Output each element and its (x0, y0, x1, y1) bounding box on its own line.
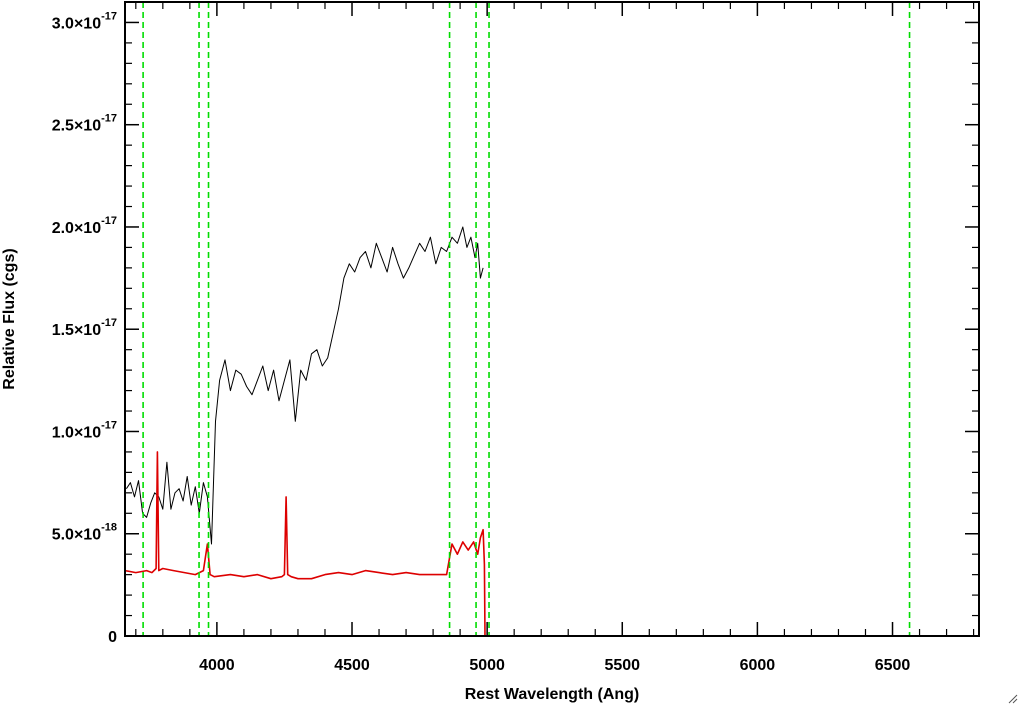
series-line-2 (124, 451, 979, 637)
y-tick-label: 3.0×10-17 (52, 10, 117, 32)
x-tick-label: 4000 (199, 657, 235, 674)
ticks-layer: 4000 4500 5000 5500 6000 6500 0 5.0×10-18 1.0×10… (52, 2, 979, 674)
x-axis-title: Rest Wavelength (Ang) (465, 686, 640, 703)
series-layer (124, 226, 979, 637)
plot-frame (124, 1, 980, 637)
x-tick-label: 5500 (604, 657, 640, 674)
x-tick-label: 6500 (875, 657, 911, 674)
x-tick-label: 6000 (740, 657, 776, 674)
reference-lines-layer (142, 2, 911, 636)
y-tick-label: 0 (108, 629, 117, 646)
x-tick-label: 4500 (334, 657, 370, 674)
y-tick-label: 2.5×10-17 (52, 113, 117, 135)
y-tick-label: 1.5×10-17 (52, 317, 117, 339)
resize-grip-icon[interactable] (1006, 692, 1018, 704)
x-tick-label: 5000 (469, 657, 505, 674)
y-tick-label: 2.0×10-17 (52, 215, 117, 237)
y-axis-title: Relative Flux (cgs) (1, 248, 18, 389)
y-tick-label: 1.0×10-17 (52, 419, 117, 441)
y-tick-label: 5.0×10-18 (52, 522, 117, 544)
series-line-1 (125, 226, 484, 545)
